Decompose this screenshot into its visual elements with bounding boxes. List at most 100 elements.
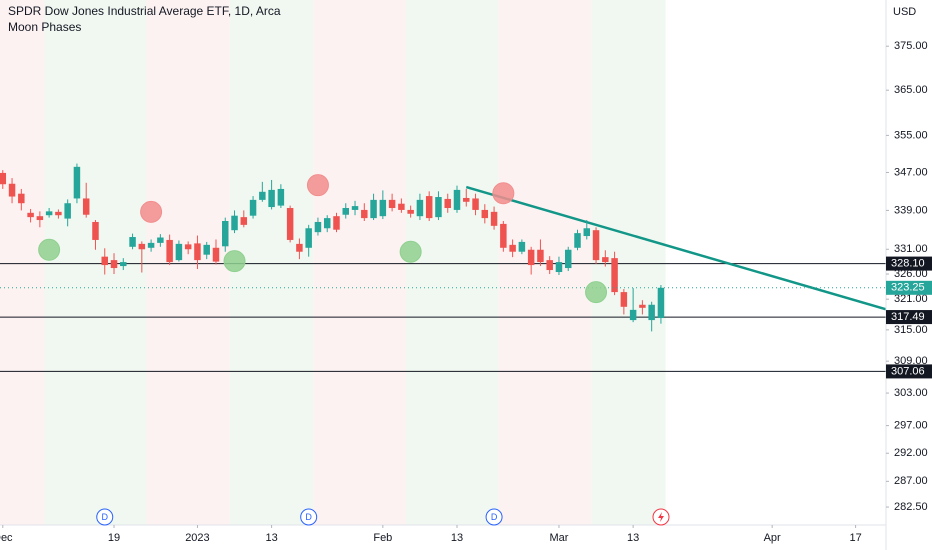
candle-body: [18, 193, 25, 204]
event-flag[interactable]: [652, 508, 670, 526]
candle-body: [583, 228, 591, 237]
candle-body: [416, 199, 424, 217]
candle-body: [351, 206, 359, 210]
phase-band: [0, 0, 45, 525]
price-label-box: [886, 364, 932, 379]
candle-body: [194, 243, 201, 261]
axes: 375.00 365.00 355.00 347.00 339.00 331.00 326.…: [0, 40, 932, 544]
candle-body: [602, 257, 609, 263]
price-label-box: [886, 256, 932, 271]
event-flag[interactable]: D: [96, 508, 114, 526]
candle-body: [574, 233, 581, 248]
moon-phase-marker: [399, 240, 422, 263]
candle-body: [27, 212, 34, 218]
moon-phase-marker: [585, 281, 608, 304]
candle-body: [92, 221, 99, 240]
candle-body: [648, 304, 655, 321]
chart-title: SPDR Dow Jones Industrial Average ETF, 1…: [8, 4, 281, 18]
event-circle: [485, 508, 503, 526]
event-flag[interactable]: D: [300, 508, 318, 526]
candle-body: [398, 203, 405, 210]
x-tick-label: 19: [108, 532, 120, 544]
y-tick-label: 292.00: [894, 447, 928, 459]
last-price-box: [886, 280, 932, 295]
y-tick-label: 315.00: [894, 324, 928, 336]
candle-body: [592, 230, 600, 261]
y-tick-label: 375.00: [894, 40, 928, 52]
candle-body: [64, 203, 71, 219]
phase-band: [498, 0, 592, 525]
candle-body: [323, 218, 331, 229]
candle-body: [388, 199, 396, 209]
event-label: D: [305, 512, 312, 522]
x-tick-label: 2023: [185, 532, 209, 544]
y-tick-label: 297.00: [894, 420, 928, 432]
event-circle: [96, 508, 114, 526]
candle-body: [157, 237, 164, 243]
candle-body: [314, 221, 322, 233]
y-tick-label: 326.00: [894, 268, 928, 280]
y-tick-label: 365.00: [894, 84, 928, 96]
price-label: 317.49: [891, 311, 925, 323]
price-label: 307.06: [891, 365, 925, 377]
y-tick-label: 355.00: [894, 129, 928, 141]
moon-phase-marker: [223, 250, 246, 273]
candle-body: [305, 228, 312, 248]
candle-body: [379, 199, 387, 217]
candle-body: [527, 249, 535, 266]
candle-body: [212, 247, 220, 262]
moon-phase-marker: [38, 238, 61, 261]
y-tick-label: 339.00: [894, 204, 928, 216]
moon-phase-marker: [306, 174, 329, 197]
candle-body: [518, 241, 526, 252]
event-circle: [300, 508, 318, 526]
lightning-icon: [658, 512, 664, 522]
candle-body: [120, 262, 127, 267]
candle-body: [611, 258, 618, 293]
x-tick-label: Dec: [0, 532, 13, 544]
phase-band: [406, 0, 499, 525]
y-tick-label: 282.50: [894, 501, 928, 513]
candle-body: [166, 239, 173, 263]
candle-body: [509, 244, 516, 252]
y-tick-label: 331.00: [894, 243, 928, 255]
candle-body: [129, 237, 136, 247]
candle-body: [564, 249, 572, 269]
candle-body: [203, 244, 210, 255]
plot-area: [0, 163, 886, 372]
candle-body: [296, 243, 303, 252]
candle-body: [268, 189, 275, 208]
candle-body: [555, 262, 563, 273]
indicator-name: Moon Phases: [8, 20, 81, 34]
y-tick-label: 347.00: [894, 166, 928, 178]
candle-body: [277, 188, 285, 206]
candle-body: [147, 242, 155, 248]
candle-body: [407, 209, 414, 214]
candle-body: [73, 166, 81, 199]
x-tick-label: 13: [265, 532, 277, 544]
candle-body: [463, 197, 470, 202]
candle-body: [249, 199, 257, 216]
candle-body: [444, 198, 451, 209]
candle-body: [36, 216, 44, 221]
candle-body: [231, 215, 238, 231]
moon-phase-marker: [492, 182, 515, 205]
y-tick-label: 309.00: [894, 355, 928, 367]
y-tick-label: 303.00: [894, 387, 928, 399]
moon-phase-marker: [140, 200, 163, 223]
candle-body: [222, 220, 229, 247]
candle-body: [175, 243, 183, 261]
x-tick-label: 17: [849, 532, 861, 544]
event-flag[interactable]: D: [485, 508, 503, 526]
candle-body: [184, 244, 192, 250]
candle-body: [361, 209, 368, 219]
candle-body: [82, 198, 90, 215]
candle-body: [259, 191, 266, 200]
candle-body: [370, 199, 377, 219]
candle-body: [481, 209, 489, 219]
candle-body: [472, 198, 479, 210]
candle-body: [333, 216, 340, 230]
event-label: D: [101, 512, 108, 522]
y-tick-label: 287.00: [894, 475, 928, 487]
